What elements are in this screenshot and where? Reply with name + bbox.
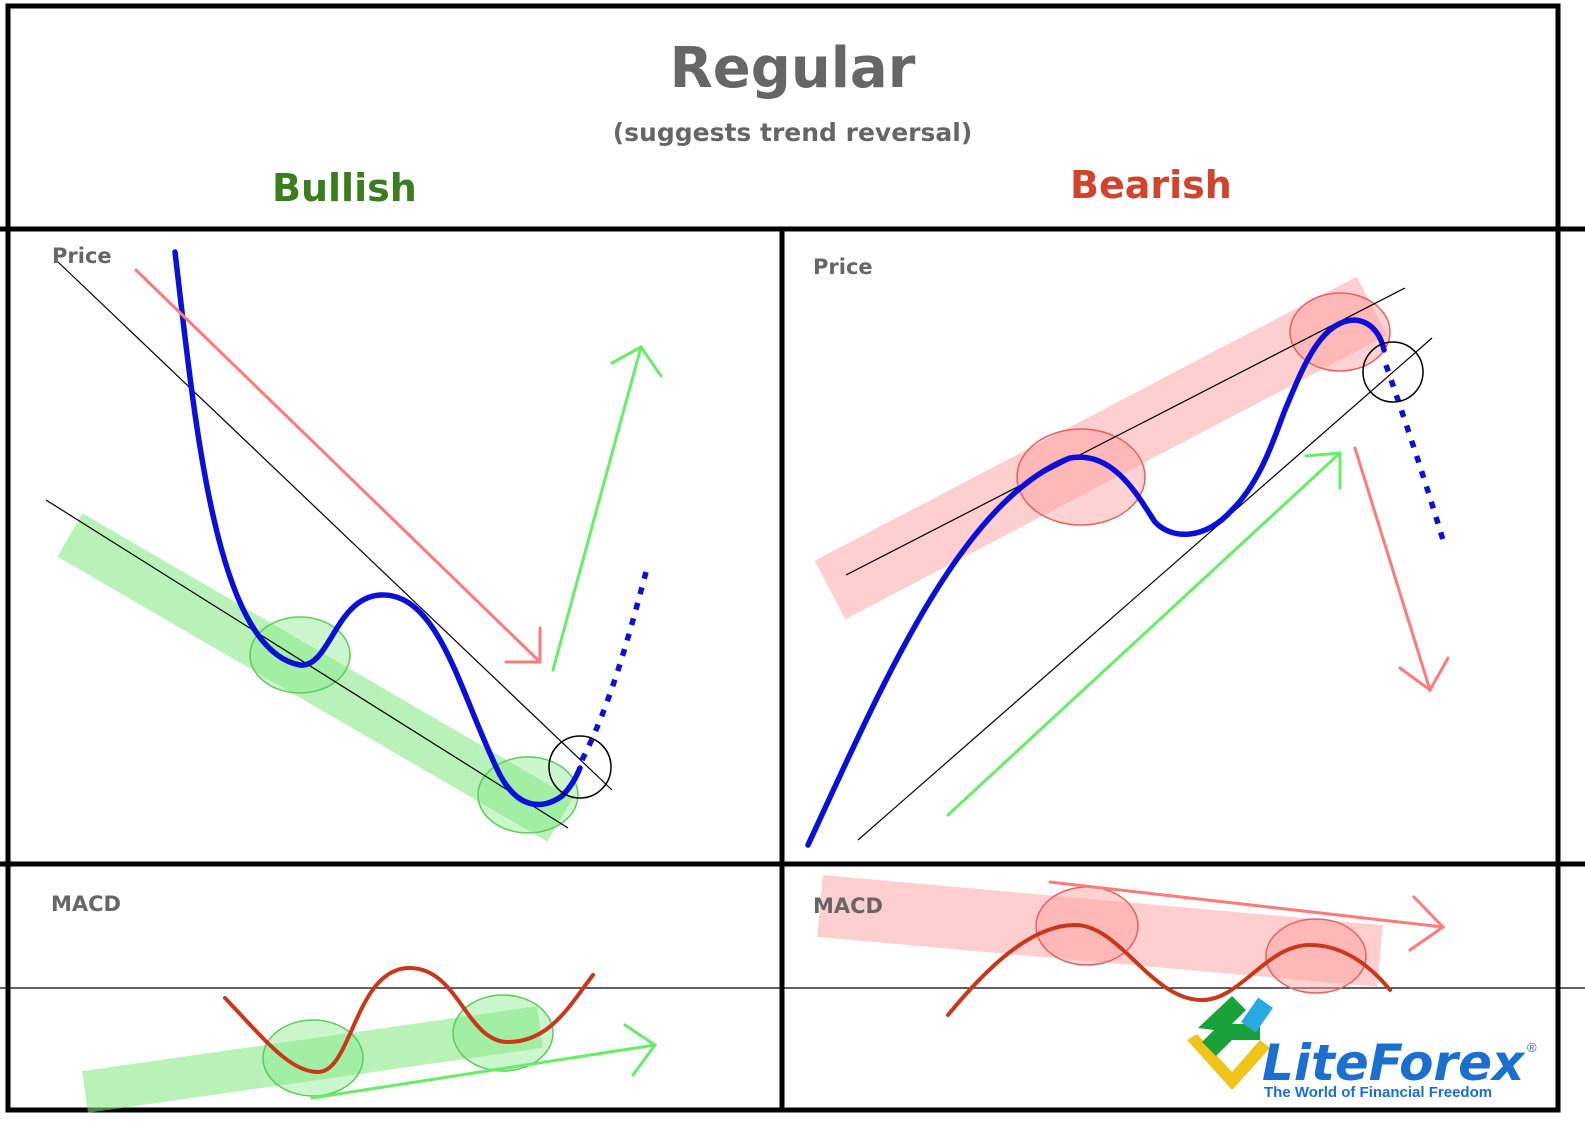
bullish-macd-panel (82, 965, 658, 1113)
liteforex-logo: LiteForex ® The World of Financial Freed… (1187, 996, 1537, 1101)
bullish-price-projection (579, 571, 649, 762)
bullish-price-panel (45, 249, 663, 842)
bullish-macd-low-1 (262, 1019, 364, 1097)
bearish-price-label: Price (813, 255, 873, 279)
logo-tagline: The World of Financial Freedom (1264, 1084, 1492, 1101)
bearish-support-line (857, 337, 1433, 841)
logo-name: LiteForex (1262, 1034, 1526, 1092)
bullish-macd-low-2 (452, 994, 554, 1072)
bearish-macd-panel (817, 875, 1446, 1017)
liteforex-logo-mark (1187, 996, 1273, 1090)
diagram-title: Regular (669, 36, 916, 101)
bearish-price-curve (805, 317, 1387, 848)
bearish-macd-label: MACD (813, 894, 883, 918)
logo-registered-mark: ® (1527, 1040, 1537, 1055)
bullish-breakout-circle (548, 735, 612, 799)
bearish-high-highlight-1 (1016, 428, 1146, 526)
bearish-macd-curve (946, 922, 1392, 1017)
diagram-subtitle: (suggests trend reversal) (612, 118, 973, 147)
bearish-resistance-highlight (814, 276, 1388, 620)
bearish-breakout-circle (1362, 341, 1424, 403)
bullish-macd-label: MACD (51, 892, 121, 916)
bullish-heading: Bullish (272, 166, 417, 210)
bullish-low-highlight-1 (249, 616, 351, 694)
bearish-resistance-line (845, 287, 1406, 576)
bearish-heading: Bearish (1070, 163, 1232, 207)
bearish-price-projection (1383, 364, 1446, 541)
bearish-up-arrow (946, 451, 1342, 817)
bullish-macd-arrow (310, 1023, 658, 1100)
bullish-price-curve (172, 249, 583, 808)
bearish-macd-arrow (1048, 880, 1446, 952)
bullish-up-arrow (551, 345, 663, 672)
bullish-down-arrow (134, 268, 542, 664)
bullish-price-label: Price (52, 244, 112, 268)
bullish-support-highlight (57, 513, 573, 842)
bearish-down-arrow (1353, 446, 1450, 693)
frame-lines (0, 3, 1585, 1113)
bearish-price-panel (805, 276, 1450, 848)
bearish-macd-high-2 (1265, 918, 1367, 994)
bullish-resistance-line (57, 261, 613, 791)
bullish-macd-curve (223, 965, 595, 1075)
bullish-macd-highlight (82, 1006, 543, 1113)
